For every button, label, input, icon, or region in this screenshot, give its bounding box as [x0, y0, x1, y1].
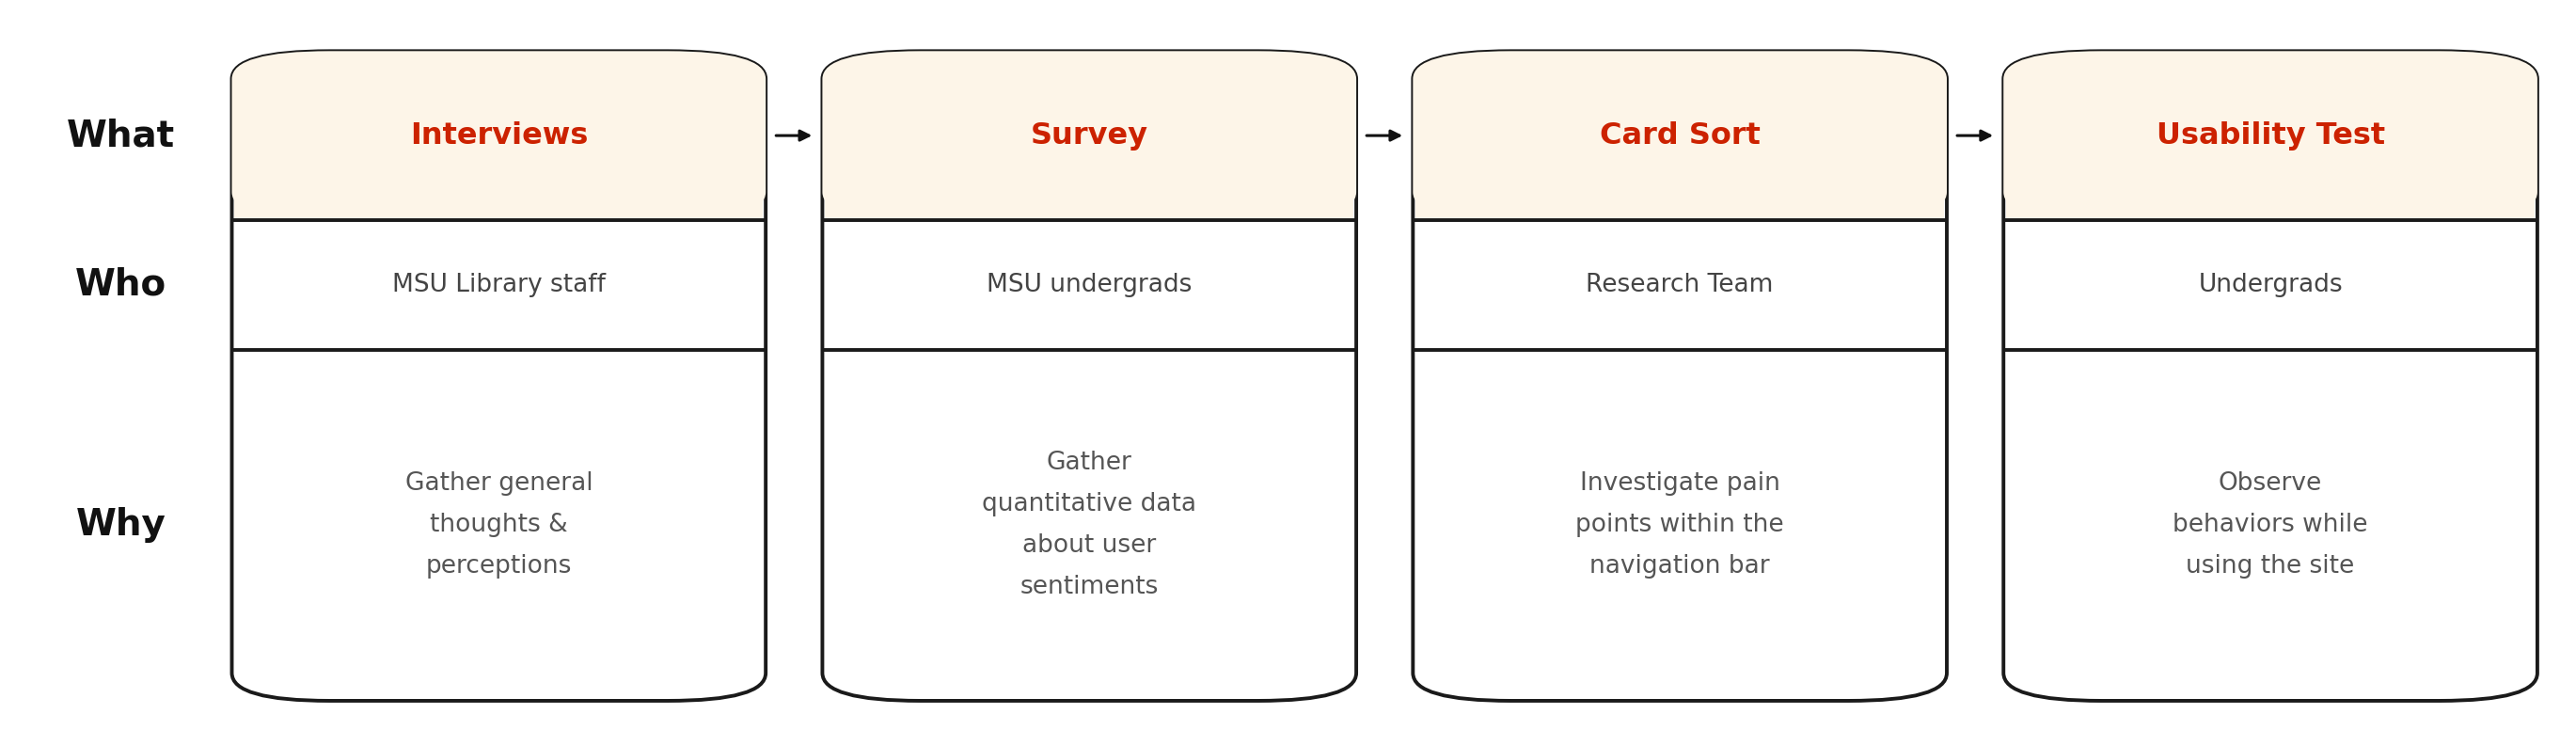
Bar [234, 144, 762, 220]
FancyBboxPatch shape [822, 51, 1355, 701]
Text: Survey: Survey [1030, 121, 1149, 150]
Text: Card Sort: Card Sort [1600, 121, 1759, 150]
Text: Gather general
thoughts &
perceptions: Gather general thoughts & perceptions [404, 472, 592, 579]
Text: Interviews: Interviews [410, 121, 587, 150]
FancyBboxPatch shape [232, 51, 765, 220]
Text: What: What [67, 118, 175, 153]
Text: Gather
quantitative data
about user
sentiments: Gather quantitative data about user sent… [981, 451, 1195, 600]
Bar [2007, 144, 2535, 220]
Text: Undergrads: Undergrads [2197, 273, 2342, 297]
Text: MSU Library staff: MSU Library staff [392, 273, 605, 297]
Text: Observe
behaviors while
using the site: Observe behaviors while using the site [2172, 472, 2367, 579]
Text: MSU undergrads: MSU undergrads [987, 273, 1193, 297]
Text: Usability Test: Usability Test [2156, 121, 2385, 150]
FancyBboxPatch shape [2004, 51, 2537, 220]
Bar [1417, 144, 1945, 220]
Bar [824, 144, 1355, 220]
FancyBboxPatch shape [1412, 51, 1947, 701]
FancyBboxPatch shape [2004, 51, 2537, 701]
FancyBboxPatch shape [232, 51, 765, 701]
Text: Research Team: Research Team [1587, 273, 1775, 297]
Text: Who: Who [75, 267, 167, 303]
FancyBboxPatch shape [1412, 51, 1947, 220]
FancyBboxPatch shape [822, 51, 1355, 220]
Text: Why: Why [75, 507, 167, 543]
Text: Investigate pain
points within the
navigation bar: Investigate pain points within the navig… [1577, 472, 1785, 579]
